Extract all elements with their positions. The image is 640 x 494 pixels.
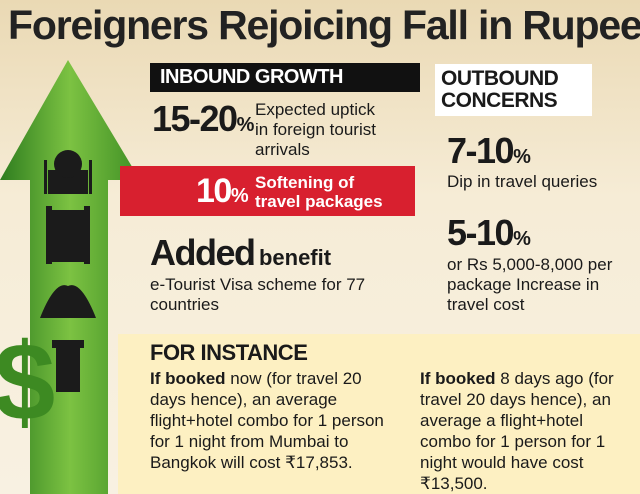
added-benefit: Added benefit <box>150 232 331 274</box>
outbound-figure: 7-10% <box>447 130 531 172</box>
instance-heading: FOR INSTANCE <box>150 340 308 365</box>
inbound-heading: INBOUND GROWTH <box>150 63 420 92</box>
text: now (for travel 20 days hence), an avera… <box>150 369 384 472</box>
arrow-art: $ <box>0 60 140 494</box>
outbound-heading: OUTBOUND CONCERNS <box>435 64 592 116</box>
unit: % <box>513 146 531 168</box>
svg-text:$: $ <box>0 321 55 444</box>
red-band <box>120 166 415 216</box>
unit: % <box>236 114 255 136</box>
softening-text: Softening of travel packages <box>255 173 383 211</box>
outbound-text: or Rs 5,000-8,000 per package Increase i… <box>447 255 613 314</box>
title: Foreigners Rejoicing Fall in Rupee <box>8 2 640 48</box>
lead: If booked <box>150 369 226 388</box>
unit: % <box>230 185 249 207</box>
unit: % <box>513 228 531 250</box>
uptick-text: Expected uptick in foreign tourist arriv… <box>255 100 376 159</box>
figure: 15-20 <box>152 98 238 139</box>
added-text: e-Tourist Visa scheme for 77 countries <box>150 275 366 314</box>
figure: 10 <box>196 172 232 210</box>
uptick-figure: 15-20% <box>152 98 254 140</box>
lead: If booked <box>420 369 496 388</box>
instance-panel <box>118 334 640 494</box>
outbound-text: Dip in travel queries <box>447 172 598 191</box>
figure: 5-10 <box>447 212 515 253</box>
text: 8 days ago (for travel 20 days hence), a… <box>420 369 614 493</box>
softening-figure: 10% <box>196 172 249 211</box>
instance-right: If booked 8 days ago (for travel 20 days… <box>420 368 635 494</box>
instance-left: If booked now (for travel 20 days hence)… <box>150 368 400 473</box>
lead: Added <box>150 232 256 273</box>
figure: 7-10 <box>447 130 515 171</box>
word: benefit <box>258 245 332 270</box>
outbound-figure: 5-10% <box>447 212 531 254</box>
